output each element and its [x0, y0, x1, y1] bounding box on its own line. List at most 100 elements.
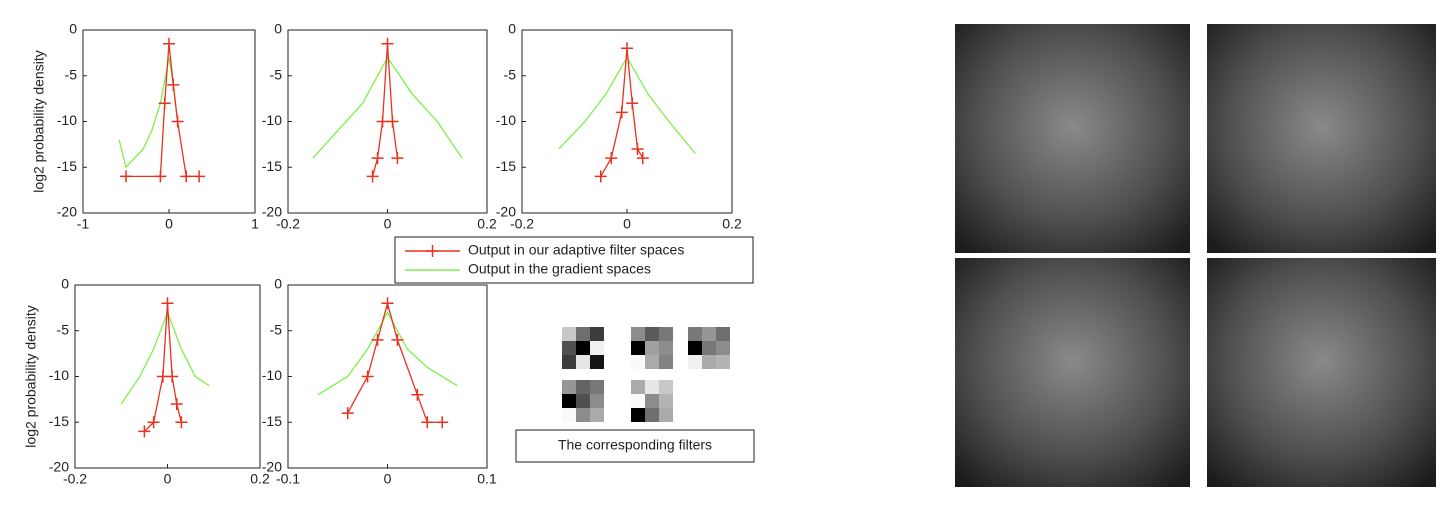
- filter-cell: [688, 327, 702, 341]
- legend-label: Output in the gradient spaces: [468, 261, 651, 277]
- series-line: [558, 56, 696, 154]
- filter-cell: [659, 394, 673, 408]
- y-tick-label: -20: [49, 459, 69, 475]
- x-tick-label: 0.2: [250, 471, 270, 487]
- y-axis-label: log2 probability density: [31, 50, 47, 192]
- filter-cell: [576, 327, 590, 341]
- point-marker: [163, 37, 175, 50]
- point-marker: [154, 170, 167, 183]
- point-marker: [167, 78, 180, 91]
- series-line: [120, 310, 210, 405]
- photo: [955, 24, 1190, 253]
- series-line: [143, 303, 183, 432]
- point-marker: [366, 170, 379, 183]
- filter-cell: [659, 341, 673, 355]
- y-tick-label: -15: [262, 158, 282, 174]
- filter-cell: [702, 355, 716, 369]
- y-tick-label: -15: [57, 158, 77, 174]
- point-marker: [411, 388, 424, 401]
- y-tick-label: 0: [274, 21, 282, 37]
- x-tick-label: -0.2: [63, 471, 87, 487]
- filter-cell: [576, 341, 590, 355]
- filter-cell: [562, 355, 576, 369]
- x-tick-label: 0.2: [722, 216, 742, 232]
- filter-cell: [590, 408, 604, 422]
- filter-cell: [659, 380, 673, 394]
- photo: [1207, 24, 1436, 253]
- filter-cell: [562, 380, 576, 394]
- point-marker: [371, 152, 384, 165]
- point-marker: [636, 152, 649, 165]
- filter-cell: [631, 341, 645, 355]
- point-marker: [631, 142, 644, 155]
- filter-cell: [645, 341, 659, 355]
- point-marker: [381, 297, 394, 310]
- point-marker: [170, 397, 183, 410]
- y-tick-label: 0: [508, 21, 516, 37]
- y-tick-label: -15: [496, 158, 516, 174]
- point-marker: [175, 416, 188, 429]
- y-tick-label: -20: [57, 204, 77, 220]
- filter-cell: [590, 341, 604, 355]
- filter-cell: [702, 327, 716, 341]
- filter-cell: [645, 408, 659, 422]
- caption-box: [515, 429, 755, 463]
- point-marker: [171, 115, 184, 128]
- point-marker: [626, 97, 639, 110]
- photo: [955, 258, 1190, 487]
- y-tick-label: -10: [57, 112, 77, 128]
- point-marker: [615, 106, 628, 119]
- filter-cell: [590, 327, 604, 341]
- point-marker: [594, 170, 607, 183]
- y-tick-label: -5: [57, 321, 70, 337]
- x-tick-label: 0: [623, 216, 631, 232]
- filter-cell: [659, 327, 673, 341]
- legend-marker: [426, 245, 439, 257]
- series-line: [312, 56, 463, 159]
- y-tick-label: -15: [49, 413, 69, 429]
- point-marker: [158, 97, 171, 110]
- x-tick-label: -0.2: [276, 216, 300, 232]
- filter-cell: [716, 341, 730, 355]
- filter-cell: [562, 327, 576, 341]
- x-tick-label: 0: [164, 471, 172, 487]
- y-tick-label: -10: [49, 367, 69, 383]
- point-marker: [161, 297, 174, 310]
- filter-cell: [702, 341, 716, 355]
- series-line: [371, 43, 399, 177]
- y-tick-label: -10: [262, 112, 282, 128]
- filters-caption: The corresponding filters: [558, 437, 712, 453]
- point-marker: [421, 416, 434, 429]
- filter-cell: [645, 355, 659, 369]
- filter-cell: [562, 408, 576, 422]
- point-marker: [381, 37, 394, 50]
- photo: [1207, 258, 1436, 487]
- x-tick-label: 0: [165, 216, 173, 232]
- y-tick-label: -5: [270, 321, 283, 337]
- point-marker: [120, 170, 132, 183]
- filter-cell: [590, 355, 604, 369]
- legend-label: Output in our adaptive filter spaces: [468, 242, 684, 258]
- series-line: [347, 300, 443, 423]
- point-marker: [166, 370, 179, 383]
- filter-cell: [645, 380, 659, 394]
- filter-cell: [562, 394, 576, 408]
- filter-cell: [576, 394, 590, 408]
- point-marker: [391, 333, 404, 346]
- x-tick-label: 0: [384, 471, 392, 487]
- filter-cell: [631, 327, 645, 341]
- filter-cell: [659, 355, 673, 369]
- photos: [955, 24, 1436, 487]
- legend-box: [394, 236, 754, 284]
- x-tick-label: 0.1: [477, 471, 497, 487]
- x-tick-label: 1: [251, 216, 259, 232]
- point-marker: [361, 370, 374, 383]
- filter-cell: [716, 327, 730, 341]
- filter-cell: [688, 341, 702, 355]
- point-marker: [138, 425, 151, 438]
- series-line: [317, 311, 458, 396]
- y-tick-label: 0: [274, 276, 282, 292]
- y-axis-label: log2 probability density: [23, 305, 39, 447]
- y-tick-label: -20: [262, 204, 282, 220]
